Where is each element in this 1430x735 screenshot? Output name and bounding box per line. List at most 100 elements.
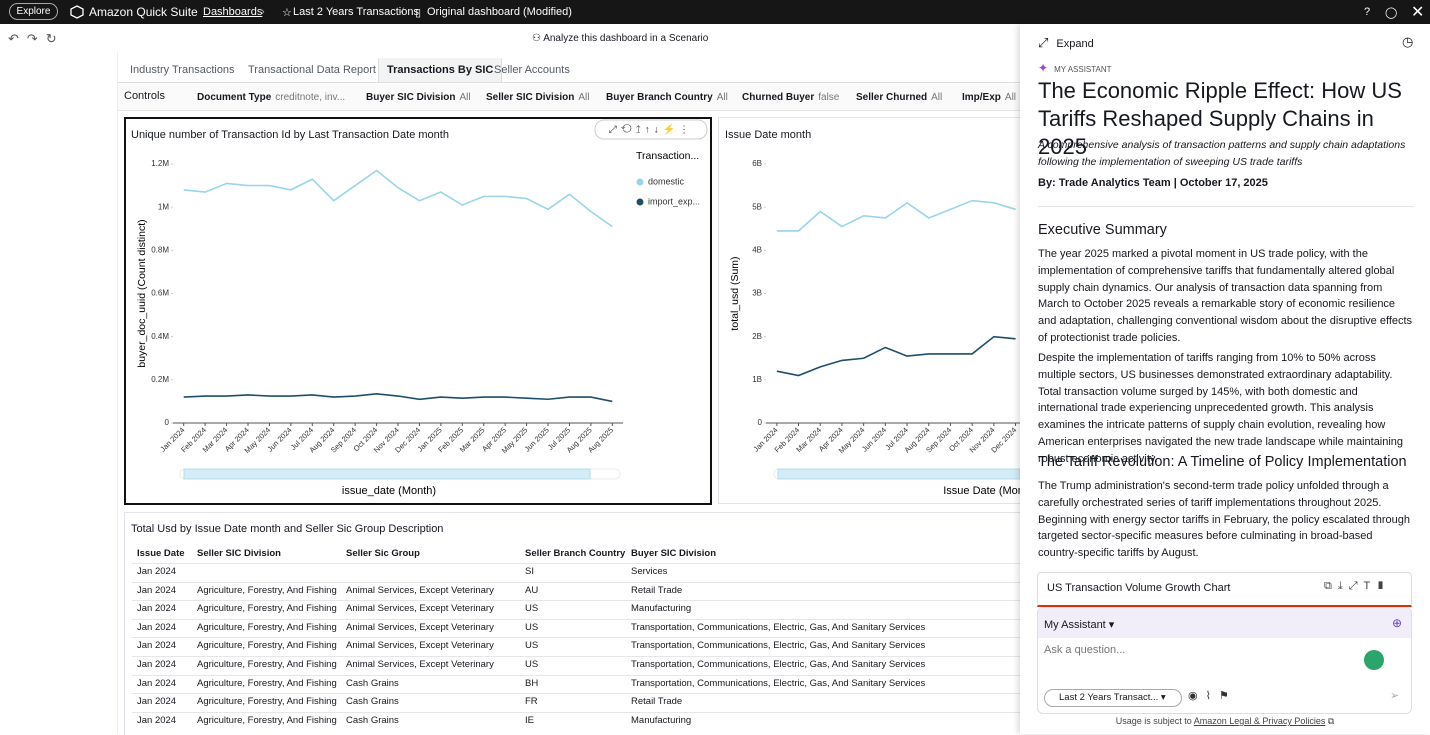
y-tick-label: 6B [752,159,762,168]
tab[interactable]: Seller Accounts [494,64,570,76]
legend-swatch [636,178,644,186]
assistant-panel: ⤢ Expand ◷ ✦ MY ASSISTANT The Economic Rip… [1020,24,1430,734]
filter-value: false [818,92,840,103]
table-cell: Jan 2024 [137,640,177,652]
row-divider [132,693,1020,695]
table-cell: Jan 2024 [137,714,177,726]
visual-menu-icons[interactable]: ⤢⟲↥↑↓⚡⋮ [609,123,693,136]
row-divider [132,618,1020,620]
filter-name: Imp/Exp [962,92,1001,103]
table-cell: Jan 2024 [137,659,177,670]
filter[interactable]: Seller Churned All [856,92,942,103]
filter[interactable]: Imp/Exp All [962,92,1016,103]
x-axis-label: issue_date (Month) [342,485,436,497]
paragraph: Despite the implementation of tariffs ra… [1038,352,1404,465]
star-icon[interactable]: ☆ [282,7,292,19]
filter-value: All [578,92,590,103]
table-cell: Agriculture, Forestry, And Fishing [197,677,337,689]
side-gutter [0,52,118,734]
expand-text: Expand [1056,38,1094,50]
help-icon[interactable]: ? [1364,6,1371,18]
table-visual [124,512,1021,735]
filter-value: All [716,92,728,103]
line-series [776,335,1016,377]
visual-menu[interactable] [594,119,708,140]
bookmark-icon[interactable]: ▯ [415,7,422,19]
filter[interactable]: Buyer SIC Division All [366,92,471,103]
table-cell: Jan 2024 [137,696,177,708]
breadcrumb-link[interactable]: Dashboards [203,6,263,18]
table-cell: Transportation, Communications, Electric… [631,621,926,633]
paragraph: The Trump administration's second-term t… [1038,480,1410,560]
line-series [776,199,1016,232]
chat-title[interactable]: My Assistant ▾ [1044,619,1115,631]
table-cell: Transportation, Communications, Electric… [631,659,926,670]
tab[interactable]: Transactions By SIC [378,58,503,82]
y-tick-label: 1M [158,202,169,211]
separator: › [261,6,265,18]
table-cell: Services [631,566,668,577]
footer: Usage is subject to Amazon Legal & Priva… [1115,716,1335,726]
new-chat-icon[interactable]: ⊕ [1392,616,1403,630]
y-axis-label: total_usd (Sum) [729,256,741,330]
chat-tools[interactable]: ◉⌇⚑ [1188,690,1237,702]
expand-button[interactable]: ⤢ Expand [1038,35,1094,50]
report-heading: The Economic Ripple Effect: How US Tarif… [1038,78,1402,159]
tab[interactable]: Industry Transactions [130,64,235,76]
filter-name: Document Type [197,92,272,103]
filter-name: Seller SIC Division [486,92,575,103]
y-tick-label: 0.8M [151,245,169,254]
table-cell: US [525,603,539,615]
scenario-link[interactable]: ⚇ Analyze this dashboard in a Scenario [532,33,709,44]
user-icon[interactable]: ◯ [1385,7,1398,19]
top-bar: Explore Amazon Quick Suite Dashboards › … [0,0,1430,24]
column-header: Issue Date [137,548,185,559]
grammarly-icon[interactable] [1364,650,1384,670]
table-cell: Jan 2024 [137,584,177,596]
embedded-chart-card[interactable]: US Transaction Volume Growth Chart ⧉⤓⤢T▮ [1037,572,1412,607]
table-cell: Manufacturing [631,603,692,615]
explore-button[interactable]: Explore [9,3,58,20]
assistant-label-text: MY ASSISTANT [1054,65,1112,74]
controls-label: Controls [124,90,165,102]
app-name: Amazon Quick Suite [89,5,198,19]
table-cell: Animal Services, Except Veterinary [346,621,494,633]
undo-redo-reset[interactable]: ↶↷↻ [8,31,65,46]
y-tick-label: 4B [752,245,762,254]
table-cell: Transportation, Communications, Electric… [631,677,926,689]
visual-1[interactable] [124,117,712,505]
card-icons[interactable]: ⧉⤓⤢T▮ [1324,580,1391,592]
filter[interactable]: Churned Buyer false [742,92,839,103]
table-cell: Manufacturing [631,714,692,726]
charts: ⤢⟲↥↑↓⚡⋮ Unique number of Transaction Id … [131,119,1020,497]
scenario-text: Analyze this dashboard in a Scenario [543,33,709,44]
visual-2[interactable] [718,117,1040,504]
range-slider [183,468,591,480]
question-input[interactable]: Ask a question... [1044,644,1126,656]
close-button[interactable]: ✕ [1411,4,1425,21]
filter[interactable]: Seller SIC Division All [486,92,590,103]
table-cell: Cash Grains [346,714,399,726]
chart-2: Issue Date month total_usd (Sum) Issue Dat… [725,129,1020,497]
legend-label: domestic [648,176,685,186]
y-tick-label: 0.4M [151,332,169,341]
x-axis-label: Issue Date (Month) [943,485,1020,497]
report-byline: By: Trade Analytics Team | October 17, 2… [1038,177,1268,189]
send-button[interactable]: ➢ [1390,690,1400,702]
table-cell: Cash Grains [346,696,399,708]
row-divider [132,711,1020,713]
legal-link[interactable]: Amazon Legal & Privacy Policies [1193,716,1326,726]
topic-selector[interactable]: Last 2 Years Transact... ▾ [1044,689,1182,707]
filter[interactable]: Buyer Branch Country All [606,92,728,103]
table-cell: AU [525,584,539,596]
table-cell: Agriculture, Forestry, And Fishing [197,621,337,633]
table-title: Total Usd by Issue Date month and Seller… [131,523,444,535]
tab-underline [118,82,1020,83]
y-tick-label: 0.2M [151,375,169,384]
history-icon[interactable]: ◷ [1402,34,1414,49]
filter[interactable]: Document Type creditnote, inv... [197,92,345,103]
table-cell: Animal Services, Except Veterinary [346,603,494,615]
y-tick-label: 2B [752,332,762,341]
tab[interactable]: Transactional Data Report [248,64,376,76]
table-cell: Agriculture, Forestry, And Fishing [197,714,337,726]
